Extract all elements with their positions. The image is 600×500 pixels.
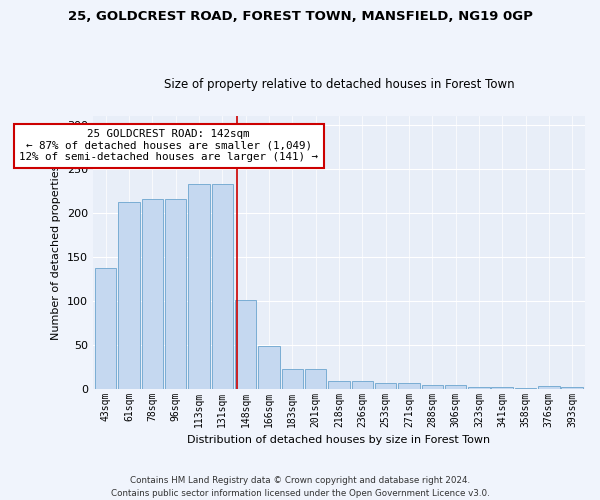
Bar	[258, 346, 280, 389]
Bar	[281, 370, 303, 388]
Text: Contains HM Land Registry data © Crown copyright and database right 2024.
Contai: Contains HM Land Registry data © Crown c…	[110, 476, 490, 498]
Bar	[375, 384, 397, 388]
Bar	[491, 387, 513, 388]
Bar	[118, 202, 140, 388]
Text: 25 GOLDCREST ROAD: 142sqm
← 87% of detached houses are smaller (1,049)
12% of se: 25 GOLDCREST ROAD: 142sqm ← 87% of detac…	[19, 129, 318, 162]
Bar	[445, 385, 466, 388]
Bar	[468, 387, 490, 388]
Bar	[562, 387, 583, 388]
Bar	[235, 300, 256, 388]
Bar	[142, 200, 163, 388]
Text: 25, GOLDCREST ROAD, FOREST TOWN, MANSFIELD, NG19 0GP: 25, GOLDCREST ROAD, FOREST TOWN, MANSFIE…	[68, 10, 532, 23]
Bar	[422, 385, 443, 388]
Bar	[398, 384, 419, 388]
Bar	[188, 184, 210, 388]
Title: Size of property relative to detached houses in Forest Town: Size of property relative to detached ho…	[164, 78, 514, 91]
Bar	[95, 268, 116, 388]
Bar	[305, 370, 326, 388]
Bar	[328, 380, 350, 388]
Bar	[538, 386, 560, 388]
Y-axis label: Number of detached properties: Number of detached properties	[52, 164, 61, 340]
Bar	[165, 200, 187, 388]
Bar	[212, 184, 233, 388]
Bar	[352, 380, 373, 388]
X-axis label: Distribution of detached houses by size in Forest Town: Distribution of detached houses by size …	[187, 435, 491, 445]
